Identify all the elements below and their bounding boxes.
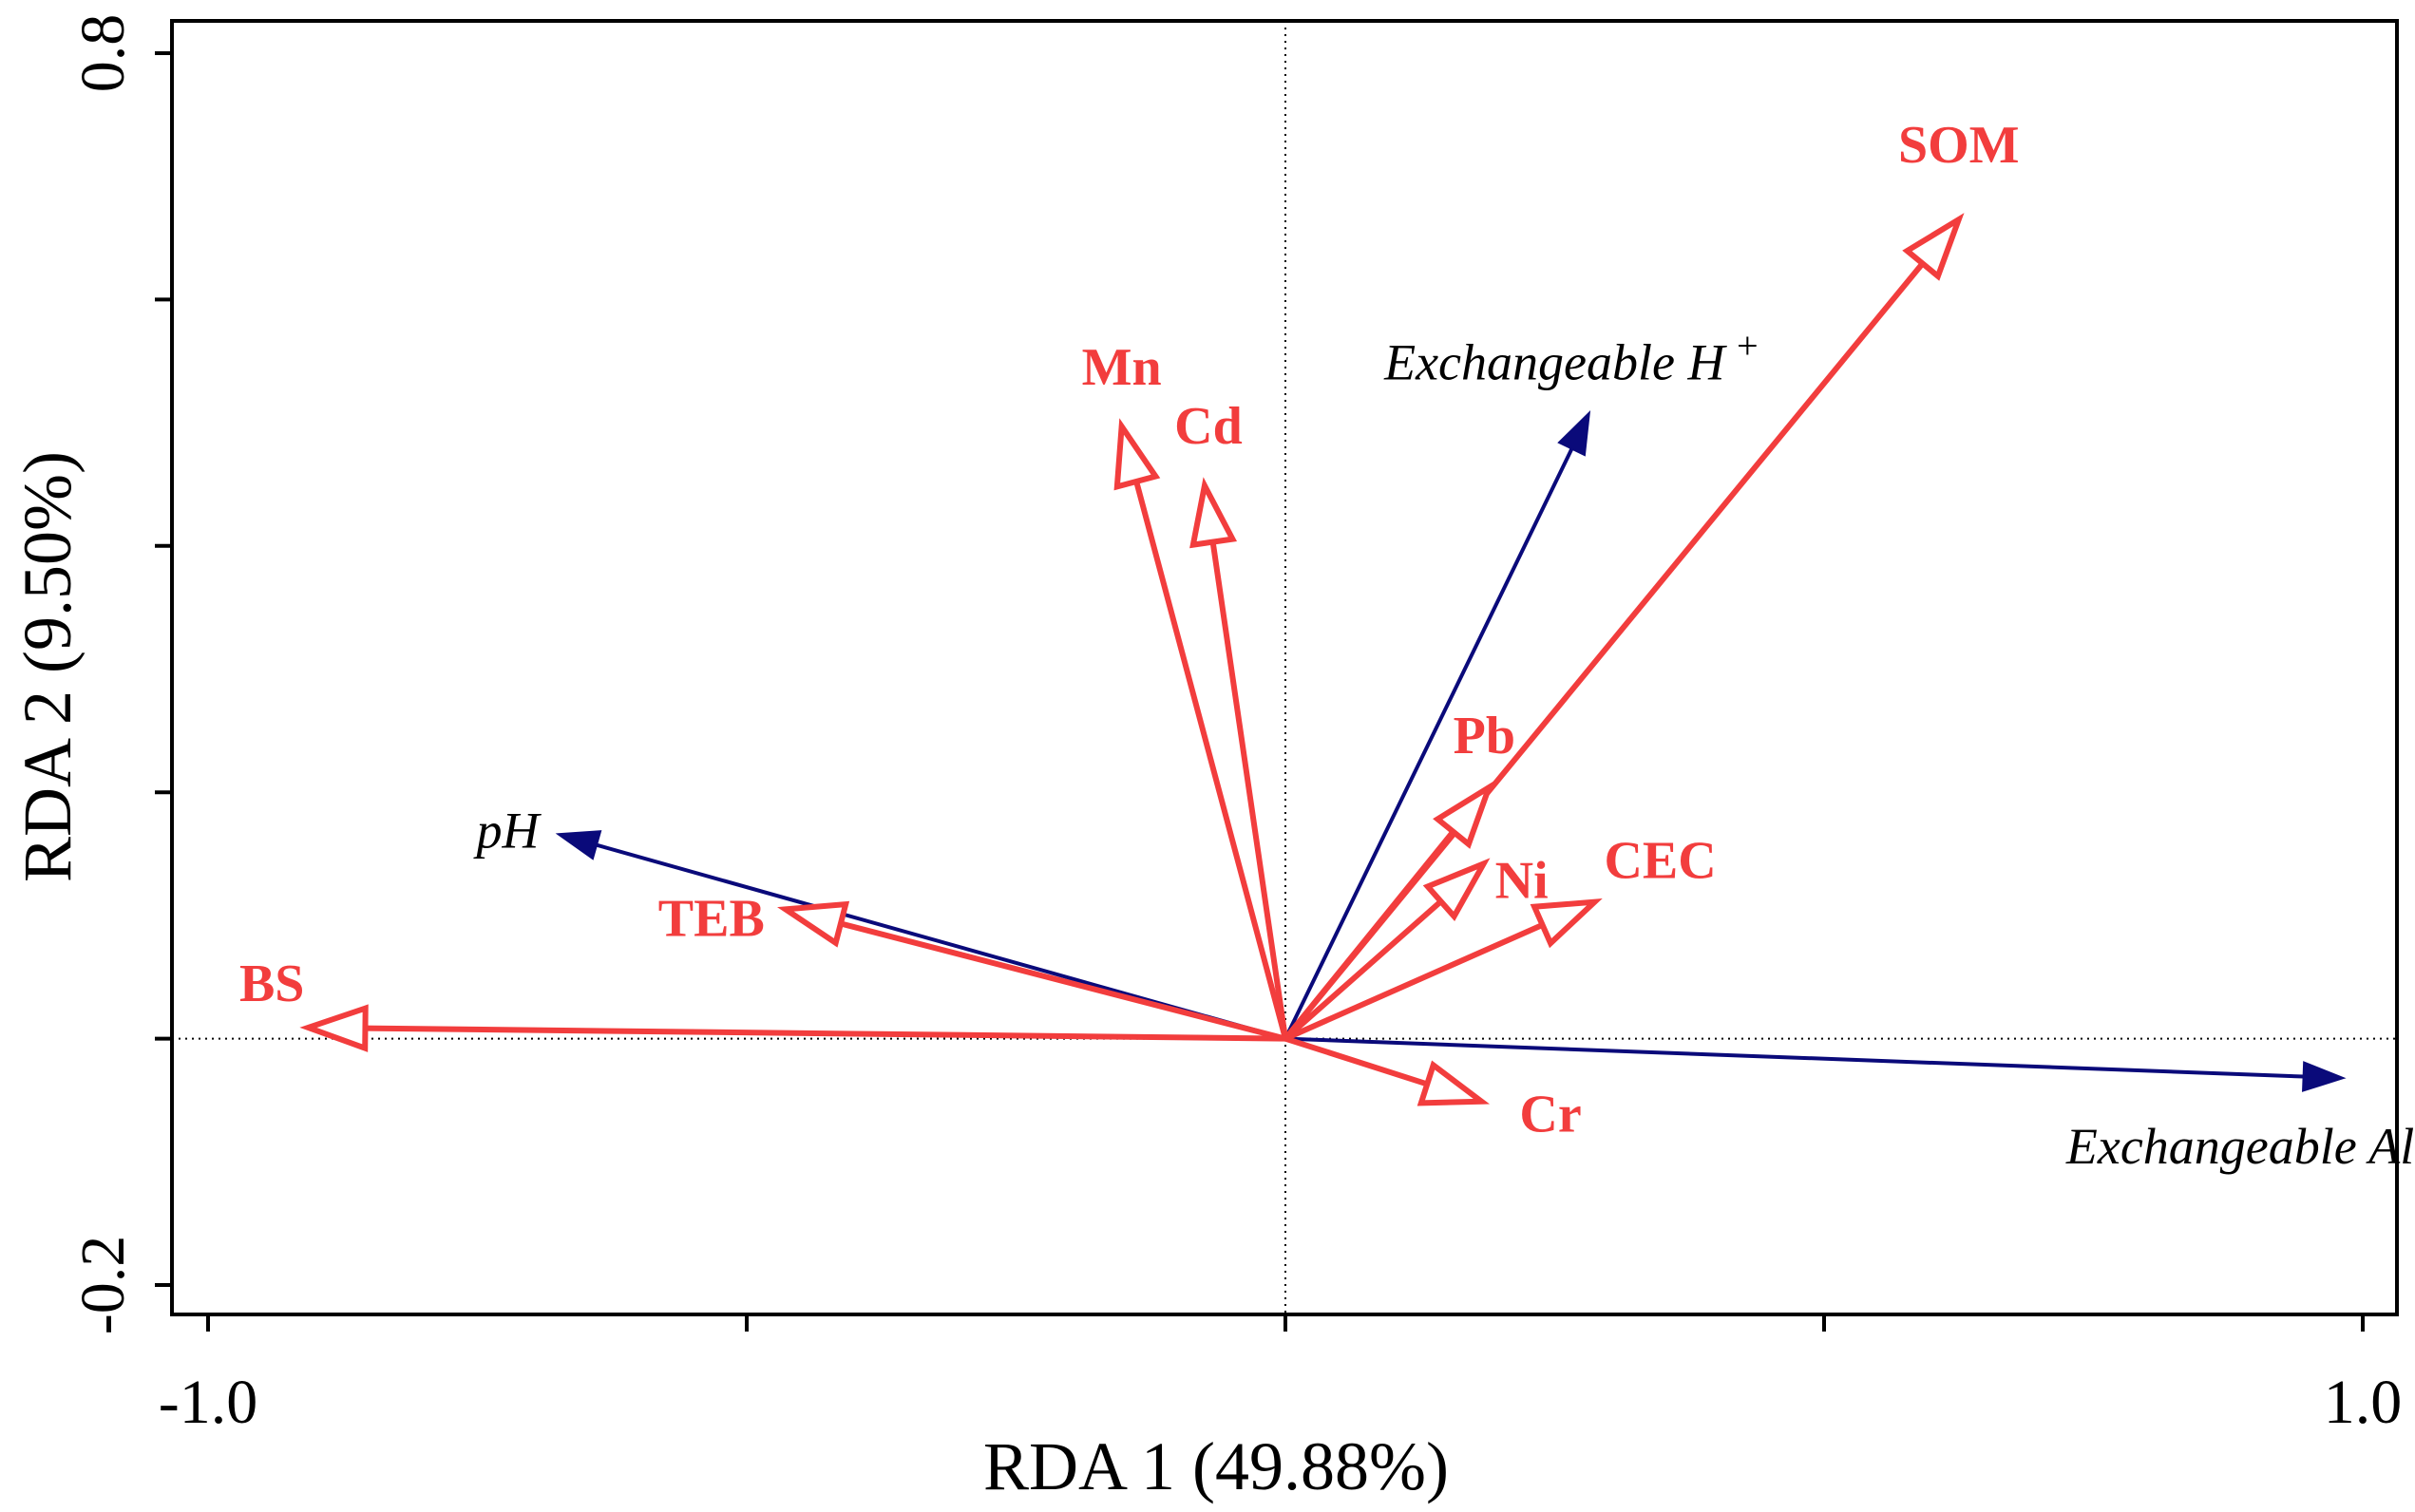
explanatory-vector-line bbox=[1284, 447, 1574, 1040]
response-vector-line bbox=[365, 1025, 1286, 1042]
response-label-ni: Ni bbox=[1495, 851, 1549, 910]
response-vector-head bbox=[1902, 213, 1965, 281]
response-label-som: SOM bbox=[1898, 116, 2020, 175]
explanatory-label: Exchangeable H + bbox=[1383, 325, 1759, 391]
response-vector-line bbox=[1209, 541, 1288, 1040]
y-tick-label: -0.2 bbox=[68, 1236, 138, 1334]
explanatory-label-text: Exchangeable H bbox=[1383, 334, 1727, 391]
response-vector-head bbox=[1530, 898, 1603, 949]
explanatory-label-text: Exchangeable Al bbox=[2065, 1118, 2414, 1175]
x-axis-ticks: -1.0 1.0 bbox=[159, 1314, 2402, 1437]
y-axis-title: RDA 2 (9.50%) bbox=[10, 451, 86, 882]
response-label-cec: CEC bbox=[1604, 832, 1716, 891]
explanatory-vector-head bbox=[1557, 410, 1591, 457]
response-label-teb: TEB bbox=[658, 889, 765, 948]
y-axis-ticks: -0.2 0.8 bbox=[68, 14, 172, 1334]
explanatory-vector-line bbox=[1284, 1036, 2304, 1079]
explanatory-label: Exchangeable Al3+ bbox=[2065, 1108, 2415, 1175]
response-label-bs: BS bbox=[239, 954, 305, 1013]
response-vector-line bbox=[1284, 898, 1443, 1041]
response-vector-head bbox=[1422, 858, 1491, 922]
explanatory-vector-head bbox=[2302, 1061, 2347, 1092]
response-vector-line bbox=[1284, 922, 1544, 1042]
y-tick-label: 0.8 bbox=[68, 14, 138, 93]
response-vector-head bbox=[299, 1004, 369, 1052]
response-label-cr: Cr bbox=[1519, 1086, 1581, 1144]
response-label-mn: Mn bbox=[1082, 338, 1162, 397]
response-vector-line bbox=[1284, 1035, 1429, 1087]
vectors bbox=[299, 213, 2347, 1106]
explanatory-label-text: pH bbox=[473, 802, 542, 859]
response-vector-head bbox=[1189, 477, 1238, 549]
x-tick-label: -1.0 bbox=[159, 1368, 257, 1437]
response-vector-head bbox=[1433, 780, 1495, 849]
explanatory-label-superscript: + bbox=[1734, 325, 1759, 368]
x-axis-title: RDA 1 (49.88%) bbox=[983, 1428, 1449, 1504]
response-vector-line bbox=[840, 920, 1286, 1042]
response-label-pb: Pb bbox=[1454, 707, 1515, 765]
response-label-cd: Cd bbox=[1174, 397, 1243, 456]
response-vector-line bbox=[1283, 829, 1455, 1041]
explanatory-vector-head bbox=[555, 830, 602, 860]
x-tick-label: 1.0 bbox=[2324, 1368, 2403, 1437]
response-vector-line bbox=[1133, 481, 1288, 1040]
response-vector-head bbox=[1113, 418, 1161, 491]
response-vector-head bbox=[777, 900, 850, 948]
explanatory-label: pH bbox=[473, 802, 542, 859]
response-vector-head bbox=[1417, 1060, 1491, 1106]
